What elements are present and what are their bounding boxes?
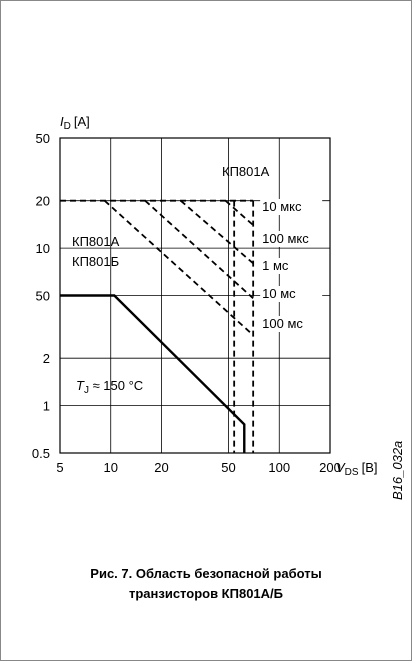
- tj-main: T: [76, 378, 85, 393]
- series-line: [180, 199, 254, 265]
- label-backdrop: [260, 199, 323, 215]
- y-axis-label: ID [A]: [60, 114, 90, 132]
- pulse-label: 10 мс: [262, 286, 296, 301]
- label-backdrop: [260, 286, 323, 302]
- series-line: [60, 294, 246, 453]
- y-tick-label: 2: [43, 351, 50, 366]
- label-backdrop: [260, 231, 323, 247]
- y-tick-label: 0.5: [32, 446, 50, 461]
- y-tick-label: 1: [43, 399, 50, 414]
- x-tick-label: 20: [154, 460, 168, 475]
- x-label-sub: DS: [345, 467, 359, 478]
- x-label-main: V: [336, 460, 346, 475]
- y-tick-label: 50: [36, 289, 50, 304]
- y-label-main: I: [60, 114, 64, 129]
- caption: Рис. 7. Область безопасной работы: [90, 566, 321, 581]
- x-tick-label: 100: [268, 460, 290, 475]
- x-tick-label: 50: [221, 460, 235, 475]
- tj-sub: J: [84, 385, 89, 396]
- series-line: [104, 200, 254, 336]
- pulse-label: 100 мкс: [262, 231, 309, 246]
- y-label-sub: D: [64, 121, 71, 132]
- y-tick-label: 50: [36, 131, 50, 146]
- pulse-label: 100 мс: [262, 316, 303, 331]
- series-line: [144, 200, 254, 299]
- tj-annotation: TJ ≈ 150 °C: [76, 378, 143, 396]
- label-backdrop: [260, 258, 323, 274]
- label-backdrop: [260, 316, 323, 332]
- x-tick-label: 200: [319, 460, 341, 475]
- pulse-label: 1 мс: [262, 258, 289, 273]
- label-backdrop: [70, 232, 132, 272]
- figure-code: B16_032a: [390, 441, 405, 500]
- device-label: КП801Б: [72, 254, 119, 269]
- tj-rest: ≈ 150 °C: [89, 378, 143, 393]
- device-label: КП801А: [222, 164, 270, 179]
- pulse-label: 10 мкс: [262, 199, 302, 214]
- x-tick-label: 10: [103, 460, 117, 475]
- y-label-unit: [A]: [74, 114, 90, 129]
- series-line: [224, 200, 254, 226]
- device-label: КП801А: [72, 234, 120, 249]
- caption: транзисторов КП801А/Б: [129, 586, 283, 601]
- x-tick-label: 5: [56, 460, 63, 475]
- y-tick-label: 10: [36, 241, 50, 256]
- x-label-unit: [B]: [362, 460, 378, 475]
- y-tick-label: 20: [36, 194, 50, 209]
- x-axis-label: VDS [B]: [336, 460, 377, 478]
